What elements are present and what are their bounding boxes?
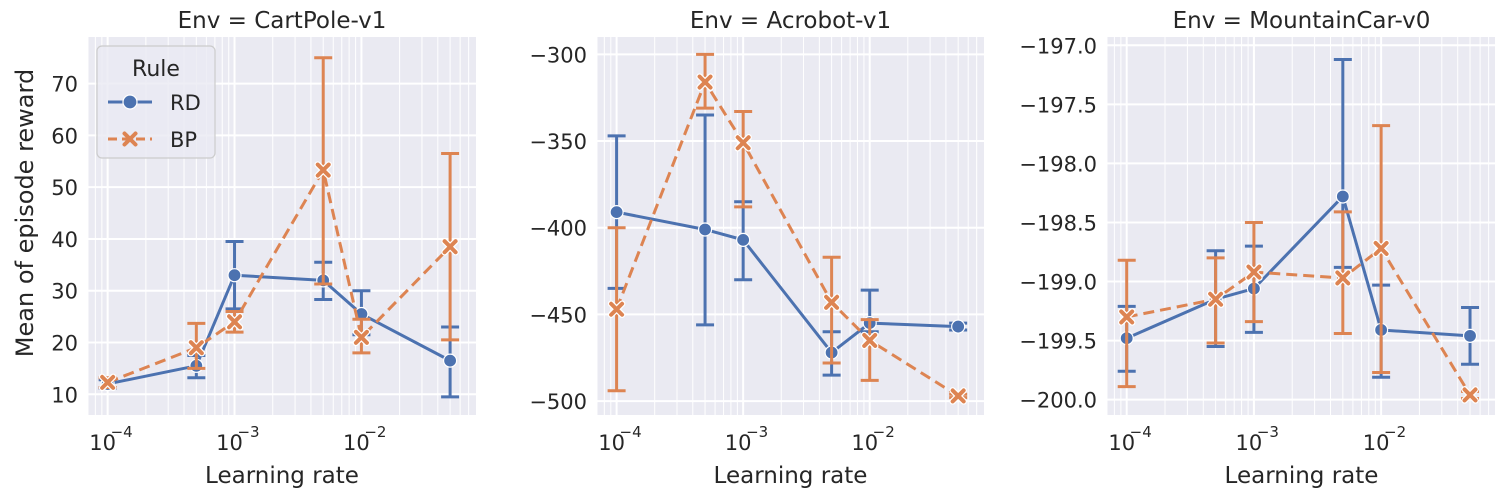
legend-label-rd: RD: [170, 91, 201, 115]
data-point: [1462, 328, 1478, 343]
x-tick-label: 10: [725, 431, 752, 455]
error-bar: [822, 255, 841, 365]
data-point: [1117, 308, 1136, 326]
data-point: [314, 161, 332, 179]
y-tick-label: −200.0: [1019, 389, 1097, 413]
data-point: [1206, 290, 1225, 308]
x-tick-label: 10: [343, 431, 370, 455]
data-point: [225, 313, 244, 331]
series-bp: [607, 52, 968, 405]
panel-title: Env = CartPole-v1: [178, 8, 387, 34]
data-point: [1334, 269, 1352, 287]
series-line: [1126, 246, 1472, 396]
series-line: [107, 168, 452, 384]
series-line: [1126, 194, 1471, 340]
y-tick-label: 50: [51, 176, 78, 200]
data-point: [1335, 189, 1350, 204]
y-tick-label: −500: [529, 390, 587, 414]
x-tick-exponent: −2: [873, 423, 895, 441]
error-bar: [860, 318, 879, 382]
y-tick-label: −450: [529, 303, 587, 327]
x-tick-exponent: −3: [746, 423, 768, 441]
x-tick-exponent: −4: [620, 423, 642, 441]
y-axis-label: Mean of episode reward: [11, 69, 39, 357]
data-point: [860, 331, 879, 350]
x-axis-label: Learning rate: [205, 463, 359, 489]
data-point: [822, 293, 841, 312]
x-tick-label: 10: [89, 431, 116, 455]
error-bar: [734, 110, 753, 209]
series-bp: [1117, 124, 1480, 404]
x-tick-label: 10: [851, 431, 878, 455]
grid: [1107, 37, 1495, 415]
y-tick-label: 30: [51, 280, 78, 304]
series-rd: [1117, 57, 1480, 379]
y-tick-label: −198.0: [1019, 152, 1097, 176]
data-point: [187, 338, 206, 357]
y-tick-label: 10: [51, 383, 78, 407]
x-tick-exponent: −2: [1384, 423, 1406, 441]
data-point: [1372, 239, 1390, 258]
y-tick-label: −197.0: [1019, 34, 1097, 58]
x-tick-label: 10: [598, 431, 625, 455]
data-point: [607, 300, 626, 318]
y-tick-label: 70: [51, 73, 78, 97]
data-point: [1461, 386, 1479, 404]
y-tick-label: −300: [529, 43, 587, 67]
data-point: [98, 373, 117, 392]
y-tick-label: −400: [529, 217, 587, 241]
x-tick-exponent: −4: [1130, 423, 1152, 441]
legend-title: Rule: [132, 57, 180, 82]
data-point: [734, 134, 752, 152]
x-tick-exponent: −3: [237, 423, 259, 441]
data-point: [609, 205, 624, 220]
series-line: [615, 80, 959, 398]
error-bar: [696, 113, 715, 327]
y-tick-label: 20: [51, 332, 78, 356]
x-tick-exponent: −3: [1257, 423, 1279, 441]
y-tick-label: 60: [51, 124, 78, 148]
data-point: [443, 353, 458, 368]
y-tick-label: −350: [529, 130, 587, 154]
legend: Rule RD BP: [96, 45, 216, 159]
data-point: [949, 387, 967, 405]
x-axis-label: Learning rate: [714, 463, 868, 489]
data-point: [227, 268, 242, 283]
x-axis-label: Learning rate: [1225, 463, 1379, 489]
error-bar: [1333, 210, 1352, 335]
data-point: [697, 222, 713, 237]
x-tick-label: 10: [1236, 431, 1263, 455]
data-point: [441, 237, 459, 256]
legend-box: [96, 45, 216, 159]
data-point: [1245, 263, 1263, 281]
series-bp: [98, 56, 460, 392]
series-line: [616, 210, 959, 355]
y-tick-label: −199.5: [1019, 330, 1097, 354]
y-tick-label: −198.5: [1019, 211, 1097, 235]
x-tick-exponent: −2: [364, 423, 386, 441]
y-tick-label: −199.0: [1019, 271, 1097, 295]
data-point: [352, 328, 371, 347]
y-tick-label: 40: [51, 228, 78, 252]
y-tick-label: −197.5: [1019, 93, 1097, 117]
plot-area: [1107, 37, 1495, 415]
error-bar: [1117, 258, 1136, 389]
x-tick-label: 10: [1108, 431, 1135, 455]
x-tick-label: 10: [1363, 431, 1390, 455]
data-point: [951, 319, 966, 334]
x-tick-exponent: −4: [111, 423, 133, 441]
panel-title: Env = MountainCar-v0: [1173, 8, 1431, 34]
data-point: [696, 73, 714, 91]
panel-title: Env = Acrobot-v1: [690, 8, 891, 34]
data-point: [736, 232, 751, 247]
legend-marker: [122, 131, 138, 147]
legend-marker: [122, 94, 138, 110]
legend-label-bp: BP: [170, 128, 197, 152]
x-tick-label: 10: [216, 431, 243, 455]
